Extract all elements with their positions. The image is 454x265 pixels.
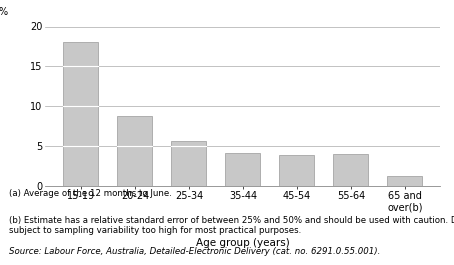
- Bar: [117, 116, 153, 186]
- Bar: [171, 141, 207, 186]
- Text: (a) Average of the 12 months to June.: (a) Average of the 12 months to June.: [9, 189, 172, 198]
- Bar: [279, 155, 315, 186]
- Text: (b) Estimate has a relative standard error of between 25% and 50% and should be : (b) Estimate has a relative standard err…: [9, 216, 454, 235]
- Bar: [64, 42, 99, 185]
- Text: Source: Labour Force, Australia, Detailed-Electronic Delivery (cat. no. 6291.0.5: Source: Labour Force, Australia, Detaile…: [9, 247, 380, 256]
- Text: %: %: [0, 7, 7, 17]
- Bar: [387, 176, 422, 186]
- X-axis label: Age group (years): Age group (years): [196, 238, 290, 248]
- Bar: [225, 153, 261, 186]
- Bar: [333, 154, 369, 186]
